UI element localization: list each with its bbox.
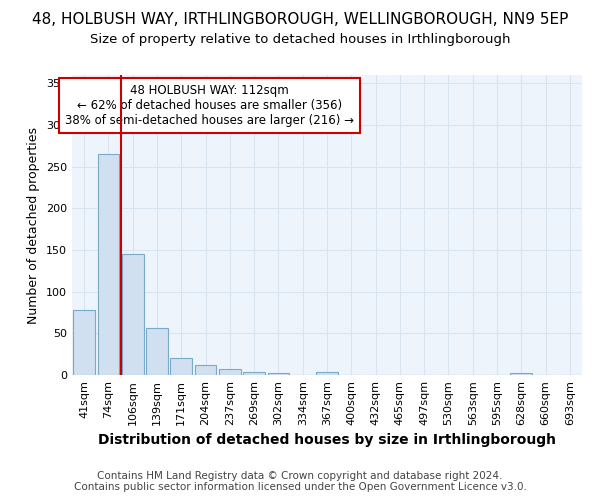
- Y-axis label: Number of detached properties: Number of detached properties: [28, 126, 40, 324]
- Bar: [268, 374, 289, 375]
- Bar: [219, 369, 241, 375]
- Bar: [97, 154, 119, 375]
- Bar: [316, 372, 338, 375]
- Text: 48 HOLBUSH WAY: 112sqm
← 62% of detached houses are smaller (356)
38% of semi-de: 48 HOLBUSH WAY: 112sqm ← 62% of detached…: [65, 84, 354, 127]
- Text: Size of property relative to detached houses in Irthlingborough: Size of property relative to detached ho…: [90, 32, 510, 46]
- Bar: [511, 374, 532, 375]
- Bar: [243, 372, 265, 375]
- Bar: [122, 254, 143, 375]
- X-axis label: Distribution of detached houses by size in Irthlingborough: Distribution of detached houses by size …: [98, 434, 556, 448]
- Bar: [73, 310, 95, 375]
- Bar: [170, 358, 192, 375]
- Bar: [194, 365, 217, 375]
- Bar: [146, 328, 168, 375]
- Text: 48, HOLBUSH WAY, IRTHLINGBOROUGH, WELLINGBOROUGH, NN9 5EP: 48, HOLBUSH WAY, IRTHLINGBOROUGH, WELLIN…: [32, 12, 568, 28]
- Text: Contains HM Land Registry data © Crown copyright and database right 2024.
Contai: Contains HM Land Registry data © Crown c…: [74, 471, 526, 492]
